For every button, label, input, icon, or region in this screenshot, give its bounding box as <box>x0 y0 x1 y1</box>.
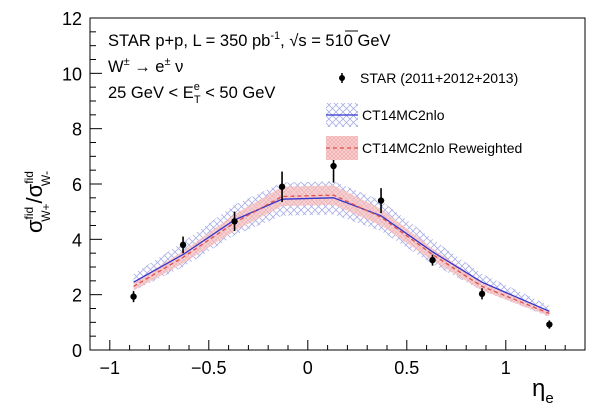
legend-star-label: STAR (2011+2012+2013) <box>360 70 518 86</box>
data-point <box>231 218 238 225</box>
data-point <box>478 290 486 298</box>
legend-entry-star: STAR (2011+2012+2013) <box>339 70 518 86</box>
annotation-line3: 25 GeV < Ee T < 50 GeV <box>108 81 275 106</box>
line-series-2 <box>133 194 550 315</box>
x-axis-title: ηe <box>532 375 554 407</box>
y-tick-label: 12 <box>62 9 82 29</box>
y-tick-label: 2 <box>72 286 82 306</box>
data-point <box>429 256 436 264</box>
y-tick-label: 6 <box>72 175 82 195</box>
lines-layer <box>133 194 550 315</box>
y-tick-label: 4 <box>72 230 82 250</box>
x-axis: −1 −0.5 0 0.5 1 <box>89 340 586 378</box>
legend-star-marker <box>339 75 345 81</box>
legend-entry-ct14: CT14MC2nlo <box>326 103 445 127</box>
x-tick-label: 0.5 <box>394 358 419 378</box>
x-tick-label: 1 <box>501 358 511 378</box>
x-tick-label: −1 <box>100 358 121 378</box>
data-point <box>179 241 187 249</box>
data-point <box>377 197 385 204</box>
legend-entry-ct14-rew: CT14MC2nlo Reweighted <box>326 136 522 160</box>
data-point <box>278 183 286 190</box>
y-tick-label: 10 <box>62 64 82 84</box>
legend-ct14-rew-label: CT14MC2nlo Reweighted <box>362 140 522 156</box>
annotation-line2: W± → e± ν <box>108 56 183 76</box>
y-tick-label: 8 <box>72 120 82 140</box>
x-tick-label: 0 <box>303 358 313 378</box>
data-point <box>330 162 337 170</box>
data-point <box>130 293 137 300</box>
annotation-line1: STAR p+p, L = 350 pb-1, √s = 510 GeV <box>108 30 391 50</box>
y-tick-label: 0 <box>72 341 82 361</box>
legend-ct14-label: CT14MC2nlo <box>362 107 445 123</box>
x-tick-label: −0.5 <box>191 358 227 378</box>
y-axis-title: σfid W+/σfid W- <box>22 171 53 233</box>
line-series-1 <box>133 197 550 312</box>
y-axis: 0 2 4 6 8 10 12 <box>62 9 102 361</box>
legend: STAR (2011+2012+2013) CT14MC2nlo CT14MC2… <box>326 70 522 160</box>
data-point <box>546 321 553 328</box>
sqrt-s: √s <box>289 32 306 50</box>
